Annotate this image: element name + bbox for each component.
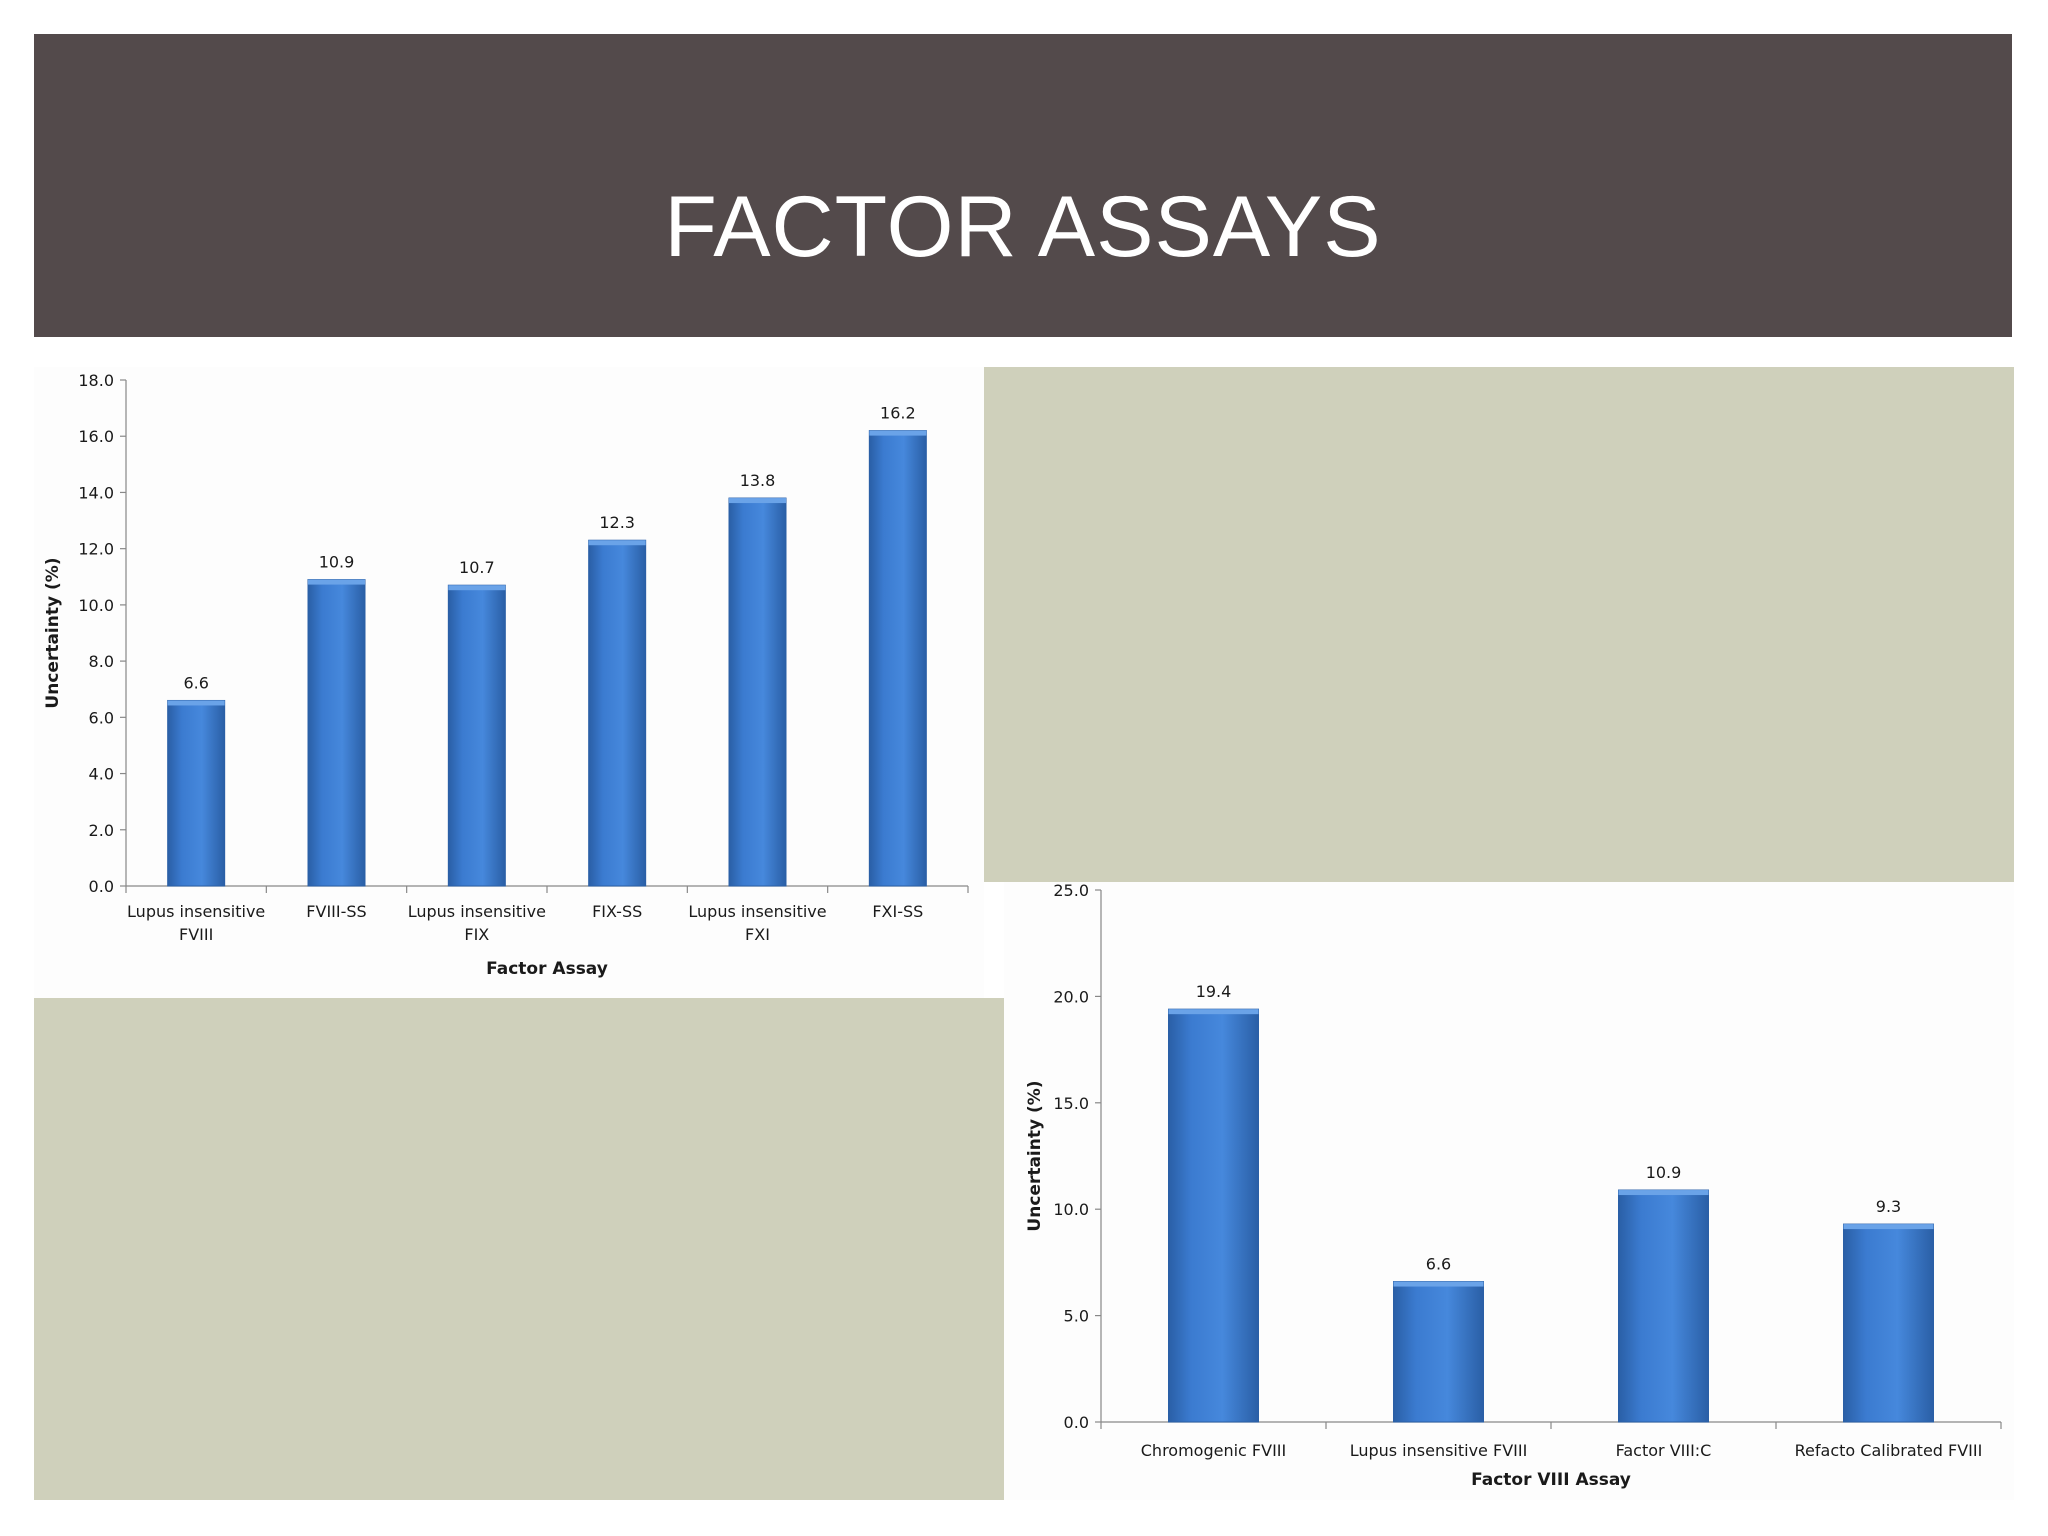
y-axis-title: Uncertainty (%) — [1025, 1080, 1045, 1231]
y-tick-label: 25.0 — [1053, 882, 1089, 900]
bar — [1168, 1008, 1259, 1423]
y-tick-label: 8.0 — [89, 652, 114, 671]
bar — [868, 430, 927, 887]
bar-top-highlight — [1843, 1224, 1934, 1230]
slide-title: FACTOR ASSAYS — [664, 179, 1382, 275]
x-tick-label: FVIII-SS — [306, 902, 366, 921]
x-tick-label: FVIII — [179, 925, 213, 944]
bar — [167, 699, 226, 887]
background-panel-bottom — [34, 998, 1004, 1500]
data-label: 10.9 — [1646, 1163, 1682, 1182]
bar-top-highlight — [167, 700, 225, 706]
bar-top-highlight — [1393, 1281, 1484, 1287]
x-tick-label: Lupus insensitive — [408, 902, 546, 921]
bar-top-highlight — [448, 585, 506, 591]
data-label: 12.3 — [599, 513, 635, 532]
bar-top-highlight — [1618, 1190, 1709, 1196]
x-tick-label: Lupus insensitive FVIII — [1350, 1441, 1528, 1460]
y-tick-label: 20.0 — [1053, 987, 1089, 1006]
bar — [1618, 1189, 1709, 1423]
data-label: 16.2 — [880, 404, 916, 423]
y-tick-label: 10.0 — [78, 596, 114, 615]
bar-top-highlight — [588, 540, 646, 546]
bar-top-highlight — [308, 579, 365, 585]
y-tick-label: 12.0 — [78, 540, 114, 559]
x-tick-label: Refacto Calibrated FVIII — [1795, 1441, 1983, 1460]
x-axis-title: Factor Assay — [486, 959, 608, 979]
x-tick-label: FXI-SS — [872, 902, 923, 921]
x-axis-title: Factor VIII Assay — [1471, 1470, 1631, 1490]
x-tick-label: Factor VIII:C — [1616, 1441, 1712, 1460]
y-tick-label: 16.0 — [78, 427, 114, 446]
chart-factor-assay: 0.0 2.0 4.0 6.0 8.0 10.0 12.0 14.0 16.0 18.0 6.6 Lu… — [34, 367, 984, 998]
bar — [1843, 1223, 1934, 1423]
y-tick-label: 4.0 — [89, 765, 114, 784]
y-tick-label: 5.0 — [1064, 1307, 1089, 1326]
y-tick-label: 2.0 — [89, 821, 114, 840]
y-tick-label: 14.0 — [78, 483, 114, 502]
bar — [307, 579, 366, 887]
data-label: 6.6 — [1426, 1255, 1451, 1274]
chart-factor-assay-svg: 0.0 2.0 4.0 6.0 8.0 10.0 12.0 14.0 16.0 18.0 6.6 Lu… — [43, 371, 969, 979]
y-axis-title: Uncertainty (%) — [43, 557, 63, 708]
data-label: 19.4 — [1196, 982, 1232, 1001]
bar-top-highlight — [729, 498, 786, 504]
bar — [1393, 1281, 1484, 1423]
data-label: 10.7 — [459, 558, 495, 577]
x-tick-label: Lupus insensitive — [688, 902, 826, 921]
y-tick-label: 10.0 — [1053, 1200, 1089, 1219]
bar-top-highlight — [1168, 1009, 1259, 1015]
x-tick-label: FIX — [464, 925, 489, 944]
y-tick-label: 0.0 — [1064, 1413, 1089, 1432]
chart-factor-viii-assay: 0.0 5.0 10.0 15.0 20.0 25.0 19.4 Chromogenic FV… — [1004, 881, 2014, 1500]
bar — [588, 539, 647, 887]
bar-top-highlight — [869, 430, 927, 436]
title-band: FACTOR ASSAYS — [34, 34, 2012, 337]
x-tick-label: Chromogenic FVIII — [1141, 1441, 1286, 1460]
x-tick-label: FIX-SS — [592, 902, 642, 921]
bar — [447, 584, 506, 887]
y-tick-label: 0.0 — [89, 877, 114, 896]
y-tick-label: 18.0 — [78, 371, 114, 390]
background-panel-top — [984, 367, 2014, 882]
y-tick-label: 15.0 — [1053, 1094, 1089, 1113]
data-label: 9.3 — [1876, 1197, 1901, 1216]
data-label: 13.8 — [740, 471, 776, 490]
x-tick-label: FXI — [745, 925, 770, 944]
chart-factor-viii-assay-svg: 0.0 5.0 10.0 15.0 20.0 25.0 19.4 Chromogenic FV… — [1025, 881, 2002, 1490]
bar — [728, 497, 787, 887]
data-label: 10.9 — [319, 553, 355, 572]
data-label: 6.6 — [183, 673, 208, 692]
y-tick-label: 6.0 — [89, 708, 114, 727]
x-tick-label: Lupus insensitive — [127, 902, 265, 921]
